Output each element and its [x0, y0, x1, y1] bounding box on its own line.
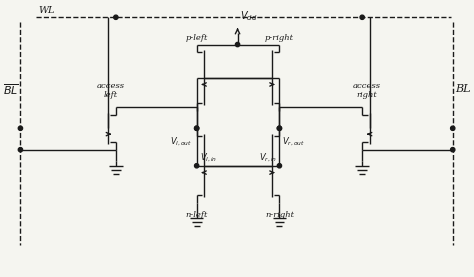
Text: $V_{dd}$: $V_{dd}$: [240, 9, 258, 23]
Text: $V_{r,out}$: $V_{r,out}$: [283, 136, 305, 148]
Text: access
right: access right: [353, 82, 381, 99]
Text: p-right: p-right: [265, 34, 294, 42]
Text: n-left: n-left: [185, 211, 208, 219]
Text: access
left: access left: [97, 82, 125, 99]
Text: $V_{l,out}$: $V_{l,out}$: [170, 136, 192, 148]
Text: BL: BL: [456, 84, 471, 94]
Circle shape: [451, 126, 455, 130]
Circle shape: [277, 126, 282, 130]
Circle shape: [277, 164, 282, 168]
Circle shape: [18, 126, 23, 130]
Circle shape: [236, 42, 240, 47]
Text: n-right: n-right: [265, 211, 294, 219]
Text: $V_{l,in}$: $V_{l,in}$: [200, 152, 217, 164]
Circle shape: [194, 126, 199, 130]
Text: WL: WL: [38, 6, 55, 15]
Text: p-left: p-left: [185, 34, 208, 42]
Circle shape: [114, 15, 118, 19]
Circle shape: [194, 126, 199, 130]
Text: $V_{r,in}$: $V_{r,in}$: [259, 152, 277, 164]
Circle shape: [194, 164, 199, 168]
Circle shape: [451, 148, 455, 152]
Circle shape: [18, 148, 23, 152]
Circle shape: [277, 126, 282, 130]
Text: $\overline{BL}$: $\overline{BL}$: [3, 82, 18, 97]
Circle shape: [360, 15, 365, 19]
